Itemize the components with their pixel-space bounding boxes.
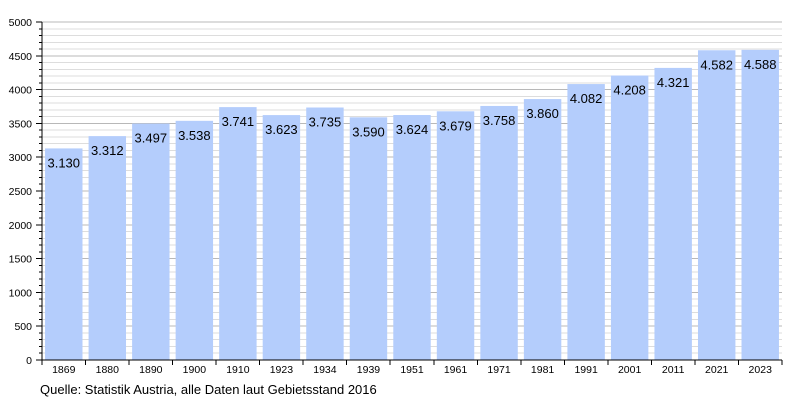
x-tick-label: 1939 [357, 364, 381, 376]
data-label: 3.623 [265, 122, 298, 137]
bar [393, 115, 431, 360]
x-tick-label: 1991 [574, 364, 598, 376]
x-tick-label: 2021 [705, 364, 729, 376]
bar [523, 99, 562, 361]
bar [697, 50, 736, 360]
bar [741, 49, 779, 361]
data-labels: 3.130 3.312 3.497 3.538 3.741 3.623 3.735 3.590… [47, 57, 776, 171]
bar [654, 67, 692, 361]
data-label: 3.735 [309, 115, 342, 130]
data-label: 4.208 [613, 83, 646, 98]
bar [480, 105, 518, 360]
x-tick-label: 2023 [749, 364, 773, 376]
data-label: 3.679 [439, 118, 472, 133]
x-tick-label: 1971 [487, 364, 511, 376]
x-axis: 1869 1880 1890 1900 1910 1923 1934 1939 1951 1961… [41, 359, 783, 376]
x-tick-label: 1869 [52, 364, 76, 376]
bar [132, 123, 170, 360]
bar [175, 120, 214, 360]
y-tick-label: 4000 [9, 85, 33, 97]
bar [262, 115, 301, 360]
data-label: 3.538 [178, 128, 211, 143]
y-tick-label: 1000 [9, 287, 33, 299]
bar [567, 84, 605, 361]
y-tick-label: 500 [14, 321, 32, 333]
data-label: 3.130 [47, 155, 80, 170]
bar [88, 136, 127, 360]
source-note: Quelle: Statistik Austria, alle Daten la… [40, 382, 377, 397]
data-label: 3.590 [352, 124, 385, 139]
bar [610, 75, 649, 361]
x-tick-label: 1900 [183, 364, 207, 376]
y-tick-label: 0 [26, 355, 32, 367]
y-axis: 0 500 1000 1500 2000 2500 3000 3500 4000 4500 5000 [9, 17, 43, 367]
x-tick-label: 1923 [270, 364, 294, 376]
x-tick-label: 1890 [139, 364, 163, 376]
y-tick-label: 3500 [9, 118, 33, 130]
y-tick-label: 4500 [9, 51, 33, 63]
y-tick-label: 2000 [9, 220, 33, 232]
y-tick-label: 5000 [9, 17, 33, 29]
x-tick-label: 1934 [313, 364, 337, 376]
data-label: 4.321 [657, 75, 690, 90]
bar [219, 107, 257, 360]
x-tick-label: 1951 [400, 364, 424, 376]
x-tick-label: 1981 [531, 364, 555, 376]
bar [45, 148, 83, 360]
x-tick-label: 1961 [444, 364, 468, 376]
bar [349, 117, 388, 360]
data-label: 3.624 [396, 122, 429, 137]
data-label: 3.497 [135, 131, 168, 146]
bar [306, 107, 344, 360]
data-label: 3.312 [91, 143, 124, 158]
data-label: 3.758 [483, 113, 516, 128]
data-label: 3.860 [526, 106, 559, 121]
bar [436, 111, 475, 361]
y-tick-label: 2500 [9, 186, 33, 198]
data-label: 4.582 [700, 57, 733, 72]
x-tick-label: 2011 [662, 364, 685, 376]
bars [45, 49, 779, 361]
y-tick-label: 3000 [9, 152, 33, 164]
y-tick-label: 1500 [9, 254, 33, 266]
data-label: 4.082 [570, 91, 603, 106]
data-label: 4.588 [744, 57, 777, 72]
x-tick-label: 2001 [618, 364, 642, 376]
data-label: 3.741 [222, 114, 255, 129]
x-tick-label: 1910 [226, 364, 250, 376]
x-tick-label: 1880 [96, 364, 120, 376]
